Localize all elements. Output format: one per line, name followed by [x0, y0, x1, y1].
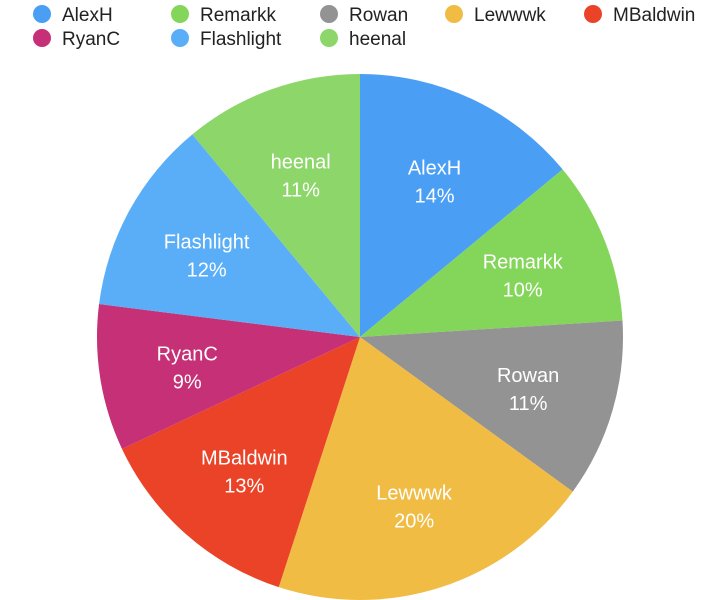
slice-percent-label: 9%	[173, 371, 202, 393]
legend-label: MBaldwin	[613, 5, 695, 26]
slice-percent-label: 20%	[394, 510, 434, 532]
legend-label: Remarkk	[200, 5, 277, 26]
slice-percent-label: 13%	[224, 475, 264, 497]
legend-item-rowan: Rowan	[320, 5, 408, 26]
slice-name-label: Lewwwk	[376, 482, 453, 504]
pie-slice-flashlight	[99, 134, 360, 337]
legend-item-flashlight: Flashlight	[171, 29, 282, 50]
slice-name-label: heenal	[271, 151, 331, 173]
chart-legend: AlexH Remarkk Rowan Lewwwk MBaldwin RyanC Flas…	[33, 5, 695, 50]
pie-slices	[96, 74, 623, 600]
slice-name-label: MBaldwin	[201, 447, 288, 469]
legend-label: RyanC	[62, 29, 120, 50]
legend-item-heenal: heenal	[320, 29, 406, 50]
legend-label: heenal	[349, 29, 406, 50]
slice-percent-label: 14%	[414, 186, 454, 208]
slice-percent-label: 11%	[509, 393, 548, 415]
slice-percent-label: 11%	[281, 179, 320, 201]
legend-label: AlexH	[62, 5, 113, 26]
legend-swatch	[33, 29, 51, 47]
slice-name-label: RyanC	[157, 343, 218, 365]
slice-name-label: Remarkk	[483, 252, 564, 274]
legend-label: Flashlight	[200, 29, 282, 50]
pie-slice-heenal	[192, 74, 360, 337]
pie-slice-lewwwk	[278, 337, 573, 600]
pie-slice-ryanc	[96, 304, 360, 449]
legend-swatch	[33, 5, 51, 23]
slice-name-label: AlexH	[408, 158, 461, 180]
legend-label: Rowan	[349, 5, 408, 26]
slice-name-label: Flashlight	[164, 232, 250, 254]
legend-swatch	[584, 5, 602, 23]
legend-item-alexh: AlexH	[33, 5, 113, 26]
slice-percent-label: 12%	[187, 260, 227, 282]
legend-item-ryanc: RyanC	[33, 29, 120, 50]
legend-label: Lewwwk	[474, 5, 546, 26]
slice-name-label: Rowan	[497, 365, 559, 387]
legend-swatch	[445, 5, 463, 23]
slice-percent-label: 10%	[503, 280, 543, 302]
legend-item-mbaldwin: MBaldwin	[584, 5, 695, 26]
legend-swatch	[171, 5, 189, 23]
pie-slice-remarkk	[360, 169, 623, 337]
legend-item-lewwwk: Lewwwk	[445, 5, 546, 26]
legend-swatch	[320, 5, 338, 23]
legend-swatch	[171, 29, 189, 47]
legend-item-remarkk: Remarkk	[171, 5, 277, 26]
legend-swatch	[320, 29, 338, 47]
pie-slice-mbaldwin	[122, 337, 360, 588]
pie-slice-alexh	[360, 74, 563, 337]
pie-slice-rowan	[360, 320, 623, 492]
pie-labels: AlexH 14% Remarkk 10% Rowan 11% Lewwwk 20% MBald…	[157, 151, 564, 532]
